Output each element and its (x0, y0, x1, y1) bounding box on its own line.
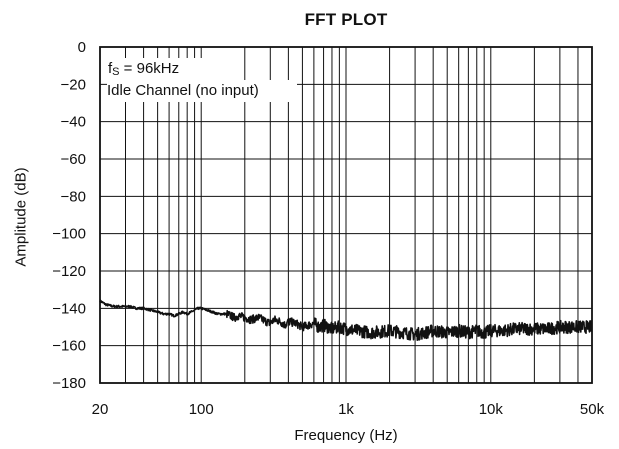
y-tick-label: −20 (61, 76, 86, 93)
y-tick-label: 0 (78, 39, 86, 56)
y-tick-label: −60 (61, 151, 86, 168)
sample-rate-annotation: fS = 96kHz (107, 58, 208, 81)
y-axis-label: Amplitude (dB) (12, 167, 30, 267)
y-tick-label: −100 (52, 226, 86, 243)
y-tick-label: −40 (61, 114, 86, 131)
idle-channel-annotation: Idle Channel (no input) (107, 80, 297, 102)
y-tick-label: −140 (52, 300, 86, 317)
x-tick-label: 50k (580, 401, 605, 418)
y-tick-label: −180 (52, 375, 86, 392)
x-tick-label: 1k (338, 401, 354, 418)
x-tick-labels: 20 100 1k 10k 50k (92, 401, 605, 418)
y-tick-label: −120 (52, 263, 86, 280)
series-line (99, 299, 593, 341)
y-tick-labels: 0 −20 −40 −60 −80 −100 −120 −140 −160 −180 (52, 39, 86, 392)
y-tick-label: −160 (52, 338, 86, 355)
plot-frame (99, 46, 593, 384)
x-tick-label: 10k (479, 401, 504, 418)
x-axis-label: Frequency (Hz) (294, 427, 398, 444)
plot-border (99, 46, 593, 384)
x-tick-label: 100 (189, 401, 214, 418)
y-tick-label: −80 (61, 188, 86, 205)
chart-title: FFT PLOT (304, 10, 388, 29)
x-tick-label: 20 (92, 401, 109, 418)
